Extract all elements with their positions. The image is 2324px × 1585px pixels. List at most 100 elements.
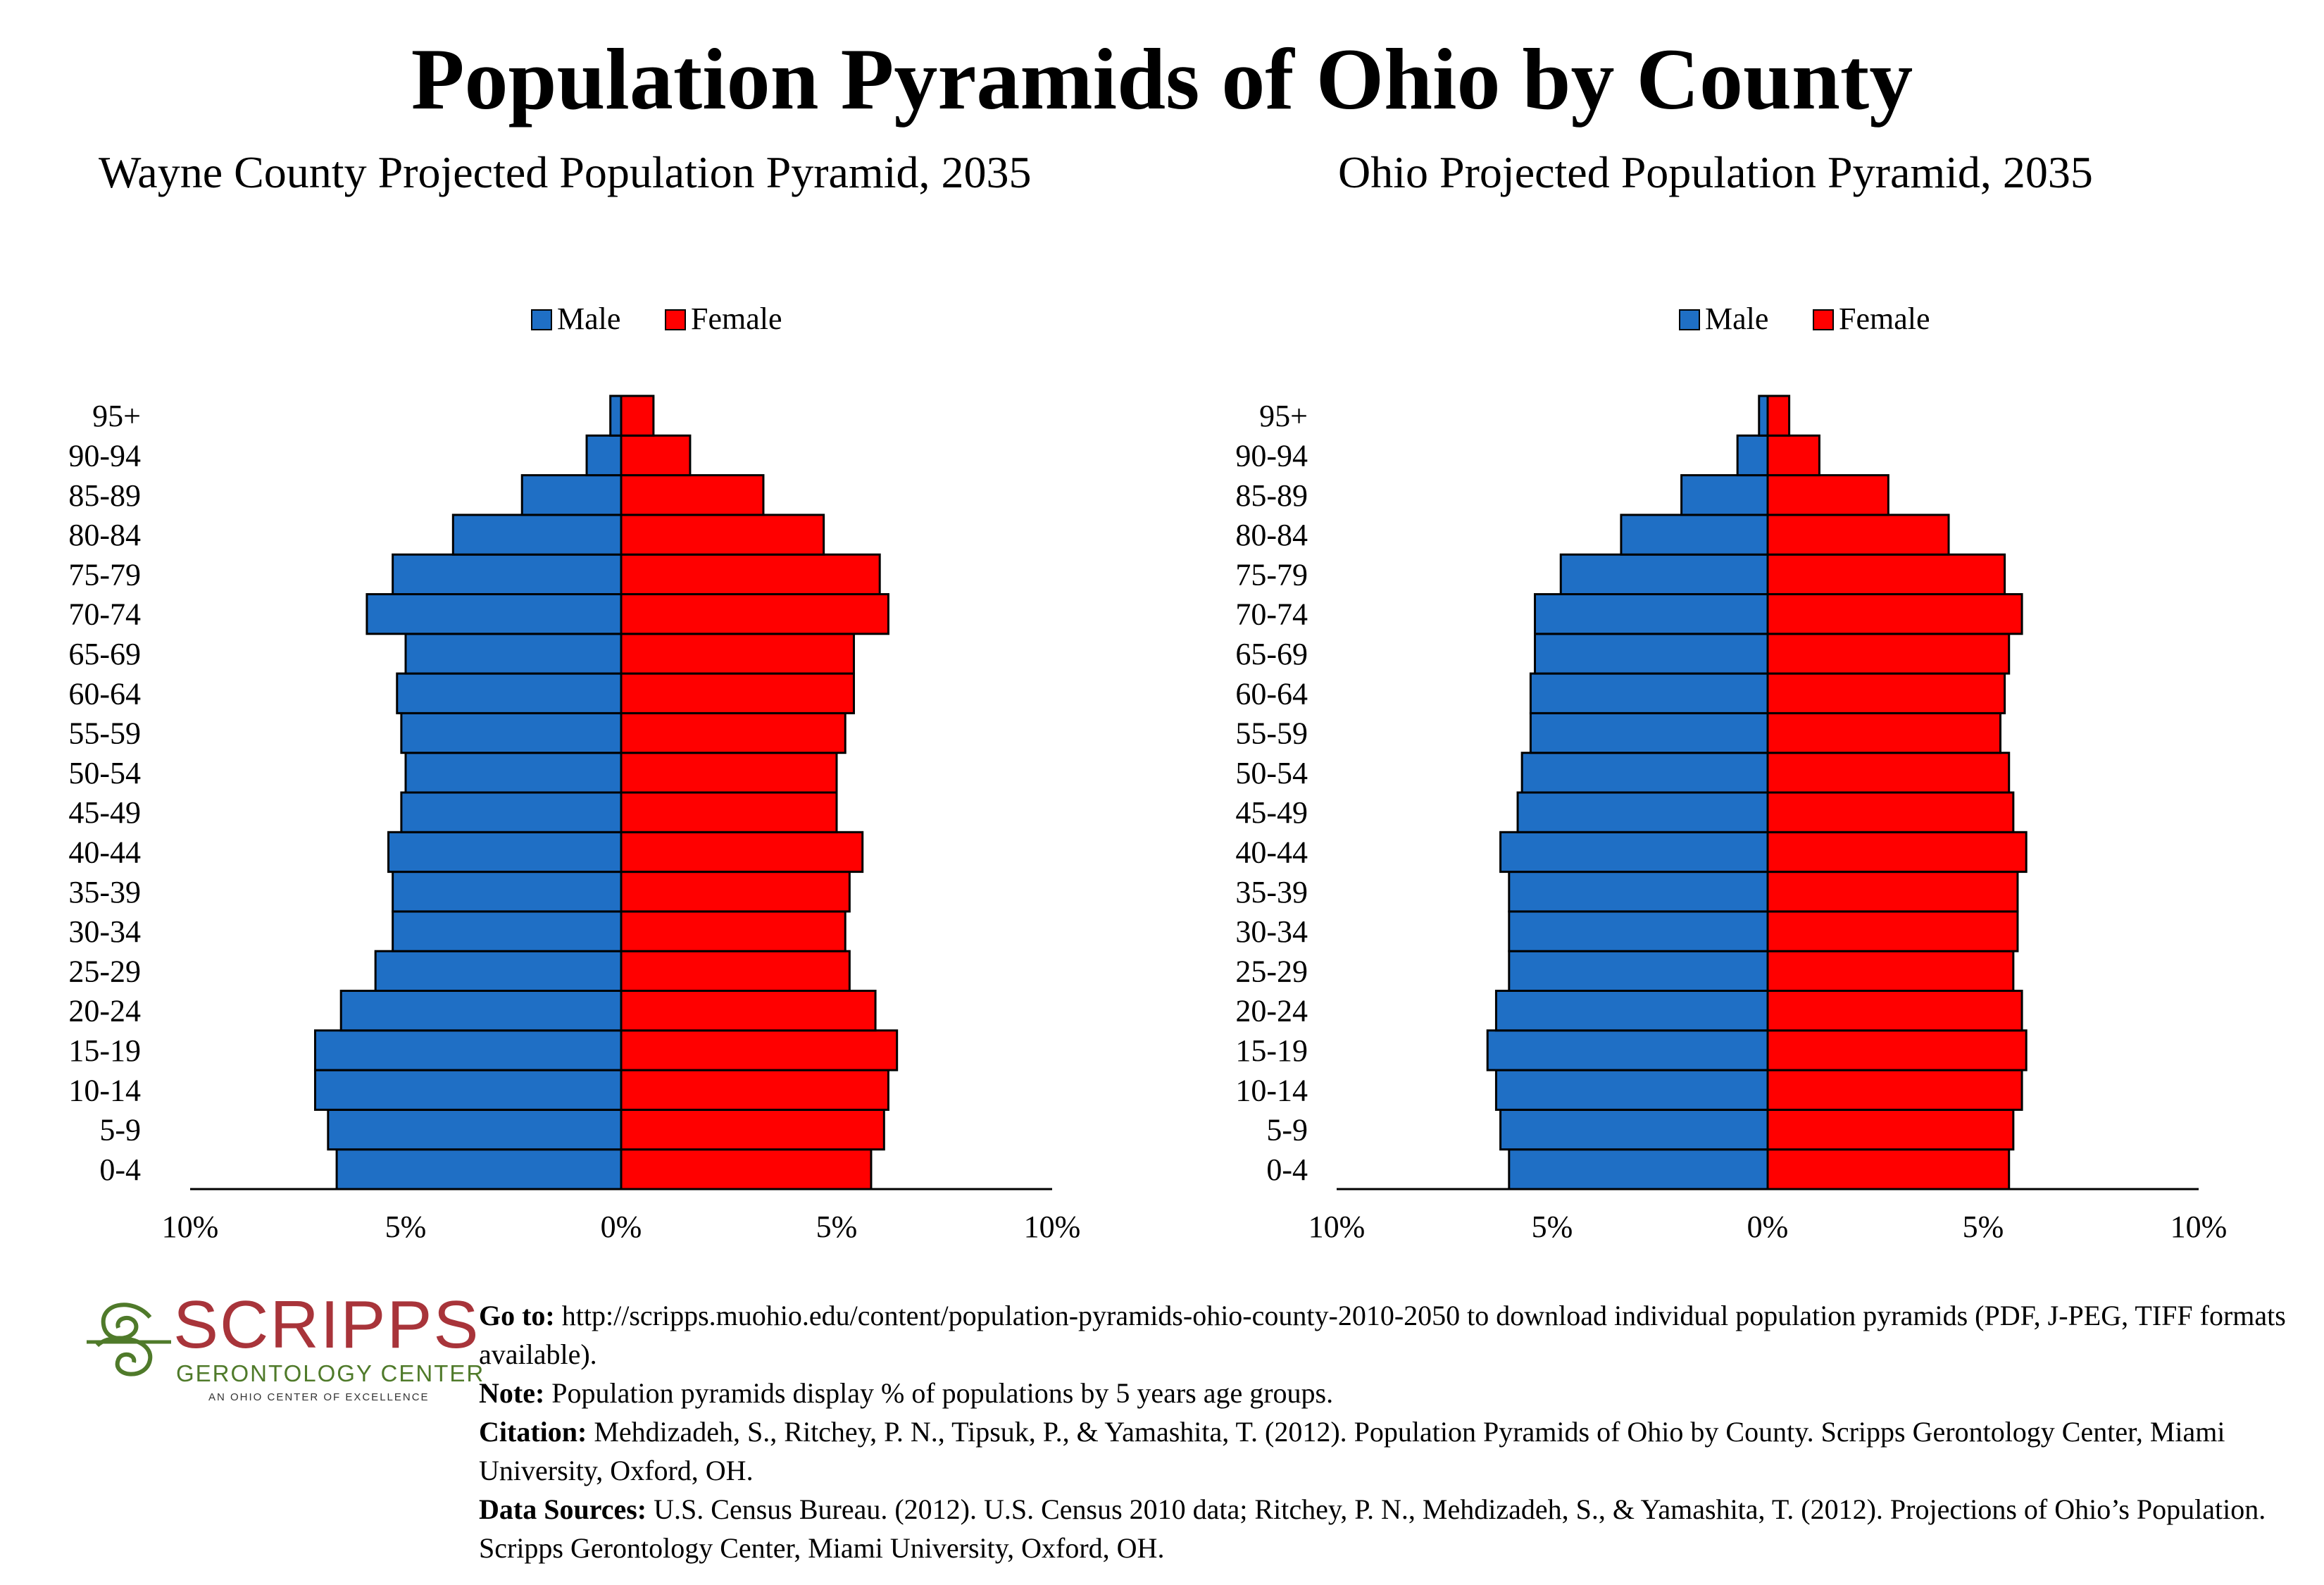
wayne-male-bar [400,791,623,833]
ohio-male-bar [1758,394,1769,437]
ohio-female-bar [1766,672,2006,714]
ohio-male-bar [1516,791,1769,833]
wayne-female-bar [620,633,855,675]
wayne-legend-male-swatch [531,309,552,330]
wayne-age-label: 75-79 [68,557,141,592]
wayne-x-tick-label: 10% [1024,1210,1081,1244]
ohio-male-bar [1494,990,1769,1032]
wayne-age-label: 5-9 [99,1113,141,1148]
wayne-male-bar [387,831,623,874]
logo-tagline: AN OHIO CENTER OF EXCELLENCE [208,1391,430,1403]
ohio-chart-title: Ohio Projected Population Pyramid, 2035 [1338,147,2093,197]
wayne-female-bar [620,474,765,516]
ohio-female-bar [1766,950,2015,992]
wayne-female-bar [620,593,889,635]
ohio-age-label: 25-29 [1235,954,1308,988]
wayne-age-label: 90-94 [68,438,141,473]
logo-wordmark: SCRIPPS [173,1287,480,1362]
ohio-male-bar [1508,871,1769,913]
sources-note: Data Sources: U.S. Census Bureau. (2012)… [479,1493,2266,1564]
ohio-male-bar [1620,514,1769,556]
note-line: Note: Population pyramids display % of p… [479,1377,1334,1409]
ohio-male-bar [1486,1029,1769,1071]
ohio-age-label: 35-39 [1235,875,1308,909]
wayne-female-bar [620,711,846,754]
wayne-legend-female-swatch [665,309,686,330]
wayne-female-bar [620,791,838,833]
wayne-female-bar [620,394,655,437]
ohio-age-label: 30-34 [1235,914,1308,949]
ohio-age-label: 15-19 [1235,1033,1308,1068]
wayne-x-tick-label: 10% [162,1210,219,1244]
ohio-age-label: 65-69 [1235,637,1308,671]
wayne-female-bar [620,434,692,477]
ohio-x-tick-label: 0% [1747,1210,1789,1244]
wayne-age-label: 30-34 [68,914,141,949]
wayne-male-bar [585,434,623,477]
wayne-male-bar [366,593,623,635]
ohio-age-label: 80-84 [1235,518,1308,552]
wayne-age-label: 25-29 [68,954,141,988]
ohio-female-bar [1766,1069,2023,1111]
wayne-age-label: 60-64 [68,676,141,711]
ohio-legend-male-label: Male [1705,302,1768,336]
wayne-male-bar [392,910,623,952]
ohio-male-bar [1508,910,1769,952]
page-title: Population Pyramids of Ohio by County [411,31,1913,128]
ohio-male-bar [1494,1069,1769,1111]
wayne-x-tick-label: 5% [385,1210,427,1244]
ohio-female-bar [1766,871,2019,913]
ohio-legend-male-swatch [1679,309,1700,330]
wayne-x-tick-label: 0% [601,1210,642,1244]
ohio-age-label: 20-24 [1235,994,1308,1028]
ohio-male-bar [1534,633,1769,675]
ohio-female-bar [1766,910,2019,952]
wayne-female-bar [620,990,877,1032]
citation-note: Citation: Mehdizadeh, S., Ritchey, P. N.… [479,1416,2225,1486]
wayne-male-bar [520,474,623,516]
ohio-legend-female-swatch [1813,309,1834,330]
wayne-age-label: 80-84 [68,518,141,552]
ohio-age-label: 0-4 [1266,1152,1308,1187]
ohio-male-bar [1499,1108,1769,1151]
ohio-x-tick-label: 5% [1532,1210,1573,1244]
ohio-female-bar [1766,633,2011,675]
ohio-female-bar [1766,791,2015,833]
wayne-female-bar [620,910,846,952]
ohio-female-bar [1766,514,1950,556]
ohio-age-label: 75-79 [1235,557,1308,592]
ohio-age-label: 60-64 [1235,676,1308,711]
ohio-female-bar [1766,394,1791,437]
ohio-age-label: 70-74 [1235,597,1308,632]
ohio-male-bar [1529,711,1769,754]
notes-block: Go to: http://scripps.muohio.edu/content… [479,1296,2310,1567]
wayne-female-bar [620,871,851,913]
ohio-age-label: 55-59 [1235,716,1308,751]
wayne-age-label: 15-19 [68,1033,141,1068]
ohio-age-label: 40-44 [1235,835,1308,869]
wayne-chart-title: Wayne County Projected Population Pyrami… [99,147,1032,197]
wayne-age-label: 10-14 [68,1073,141,1107]
ohio-female-bar [1766,553,2006,596]
wayne-age-label: 70-74 [68,597,141,632]
ohio-female-bar [1766,474,1889,516]
ohio-female-bar [1766,1029,2028,1071]
ohio-male-bar [1508,950,1769,992]
wayne-male-bar [392,871,623,913]
wayne-age-label: 40-44 [68,835,141,869]
wayne-female-bar [620,1069,889,1111]
wayne-female-bar [620,672,855,714]
ohio-male-bar [1499,831,1769,874]
ohio-x-tick-label: 10% [2170,1210,2228,1244]
ohio-male-bar [1520,752,1769,794]
wayne-female-bar [620,514,825,556]
wayne-age-label: 65-69 [68,637,141,671]
ohio-age-label: 90-94 [1235,438,1308,473]
wayne-pyramid-chart: 0-4 5-9 10-14 15-19 20-24 25-29 30-34 35-39 40-4… [68,302,1081,1244]
ohio-male-bar [1736,434,1769,477]
ohio-legend-female-label: Female [1839,302,1930,336]
wayne-age-label: 55-59 [68,716,141,751]
ohio-age-label: 95+ [1259,399,1308,433]
wayne-age-label: 95+ [92,399,141,433]
ohio-male-bar [1529,672,1769,714]
